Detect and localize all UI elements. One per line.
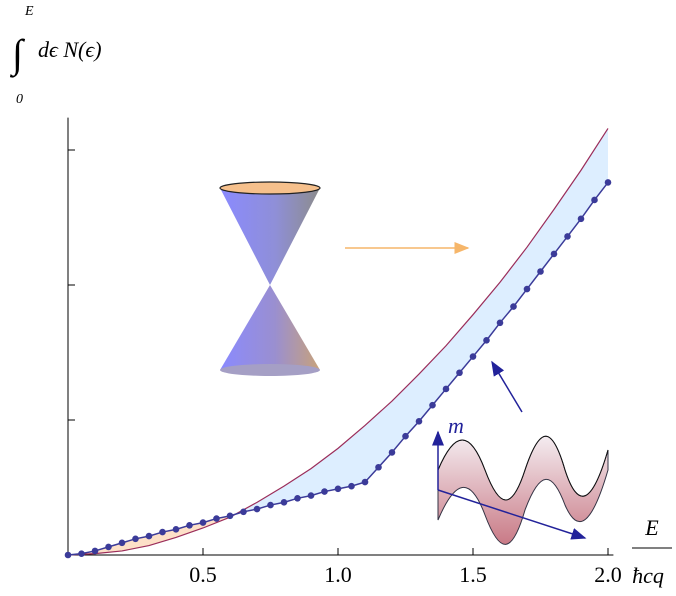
data-point bbox=[551, 251, 558, 258]
data-point bbox=[564, 233, 571, 240]
data-point bbox=[267, 502, 274, 509]
data-point bbox=[186, 522, 193, 529]
data-point bbox=[105, 544, 112, 551]
x-tick-label: 0.5 bbox=[189, 562, 217, 587]
y-axis-label: dϵ N(ϵ) bbox=[38, 37, 102, 62]
data-point bbox=[173, 526, 180, 533]
data-point bbox=[537, 268, 544, 275]
data-point bbox=[375, 464, 382, 471]
data-point bbox=[443, 386, 450, 393]
x-tick-label: 1.5 bbox=[459, 562, 487, 587]
data-point bbox=[510, 303, 517, 310]
data-point bbox=[335, 486, 342, 493]
data-point bbox=[240, 509, 247, 516]
data-point bbox=[362, 479, 369, 486]
data-point bbox=[65, 552, 72, 559]
data-point bbox=[92, 548, 99, 555]
data-point bbox=[321, 488, 328, 495]
data-point bbox=[429, 402, 436, 409]
data-point bbox=[578, 216, 585, 223]
data-point bbox=[119, 540, 126, 547]
x-tick-label: 1.0 bbox=[324, 562, 352, 587]
data-point bbox=[591, 197, 598, 204]
data-point bbox=[213, 515, 220, 522]
data-point bbox=[200, 519, 207, 526]
integral-upper: E bbox=[24, 4, 34, 19]
integral-sign: ∫ bbox=[9, 31, 26, 78]
dirac-cone-inset bbox=[220, 182, 320, 376]
data-point bbox=[254, 506, 261, 513]
data-point bbox=[146, 533, 153, 540]
data-point bbox=[348, 483, 355, 490]
data-point bbox=[470, 353, 477, 360]
integral-lower: 0 bbox=[16, 92, 23, 107]
x-label-denominator: ħcq bbox=[632, 563, 664, 588]
data-point bbox=[294, 495, 301, 502]
data-point bbox=[281, 499, 288, 506]
data-point bbox=[524, 286, 531, 293]
data-point bbox=[308, 492, 315, 499]
data-point bbox=[159, 529, 166, 536]
data-point bbox=[389, 449, 396, 456]
data-point bbox=[456, 369, 463, 376]
x-label-numerator: E bbox=[644, 515, 659, 540]
data-point bbox=[132, 536, 139, 543]
inset-label: m bbox=[448, 413, 464, 438]
data-point bbox=[402, 433, 409, 440]
x-tick-label: 2.0 bbox=[594, 562, 622, 587]
wave-inset bbox=[438, 432, 608, 544]
data-point bbox=[416, 418, 423, 425]
data-point bbox=[497, 320, 504, 327]
data-point bbox=[227, 513, 234, 520]
data-point bbox=[605, 179, 612, 186]
data-point bbox=[483, 337, 490, 344]
chart: ∫ E 0 dϵ N(ϵ) E ħcq 0.5 1.0 1.5 2.0 m bbox=[0, 0, 676, 596]
plot-area: 0.5 1.0 1.5 2.0 bbox=[65, 118, 622, 587]
data-point bbox=[78, 550, 85, 557]
arrow bbox=[492, 362, 522, 412]
